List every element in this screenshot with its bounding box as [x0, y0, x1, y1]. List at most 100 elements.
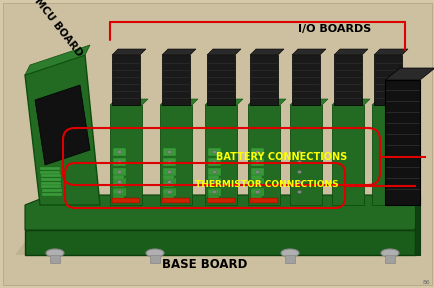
Bar — [334, 189, 345, 194]
Bar — [250, 189, 261, 194]
Ellipse shape — [380, 249, 398, 257]
Bar — [293, 188, 305, 196]
Polygon shape — [207, 55, 234, 105]
Bar — [163, 189, 174, 194]
Bar — [40, 167, 60, 170]
Bar — [384, 255, 394, 263]
Bar — [374, 178, 387, 186]
Bar — [207, 148, 220, 156]
Bar — [150, 255, 160, 263]
Ellipse shape — [378, 190, 383, 194]
Ellipse shape — [167, 160, 171, 164]
Bar — [334, 148, 347, 156]
Bar — [293, 182, 303, 187]
Polygon shape — [204, 99, 243, 105]
Bar — [334, 188, 347, 196]
Text: MCU BOARD: MCU BOARD — [32, 0, 84, 58]
Bar — [333, 198, 361, 203]
Bar — [250, 158, 263, 166]
Ellipse shape — [378, 151, 383, 154]
Bar — [250, 182, 261, 187]
Ellipse shape — [167, 170, 171, 173]
Bar — [250, 178, 263, 186]
Ellipse shape — [255, 190, 259, 194]
Bar — [374, 189, 385, 194]
Bar — [163, 178, 176, 186]
Polygon shape — [25, 230, 414, 255]
Text: BASE BOARD: BASE BOARD — [162, 259, 247, 272]
Ellipse shape — [212, 190, 216, 194]
Ellipse shape — [378, 160, 383, 164]
Bar — [250, 175, 261, 180]
Bar — [163, 158, 176, 166]
Bar — [374, 188, 387, 196]
Polygon shape — [25, 55, 100, 205]
Ellipse shape — [212, 170, 216, 173]
Polygon shape — [247, 99, 285, 105]
Bar — [163, 196, 174, 201]
Polygon shape — [110, 99, 148, 105]
Ellipse shape — [378, 181, 383, 183]
Polygon shape — [112, 55, 140, 105]
Ellipse shape — [212, 181, 216, 183]
Ellipse shape — [280, 249, 298, 257]
Bar — [334, 168, 347, 176]
Ellipse shape — [46, 249, 64, 257]
Text: THERMISTOR CONNECTIONS: THERMISTOR CONNECTIONS — [194, 181, 338, 190]
Bar — [41, 178, 61, 181]
Ellipse shape — [117, 160, 121, 164]
Bar — [41, 185, 61, 189]
Bar — [163, 175, 174, 180]
Bar — [293, 168, 305, 176]
Ellipse shape — [167, 190, 171, 194]
Polygon shape — [160, 99, 197, 105]
Polygon shape — [25, 195, 419, 230]
Bar — [293, 175, 303, 180]
Polygon shape — [161, 55, 190, 105]
Ellipse shape — [117, 170, 121, 173]
Ellipse shape — [297, 181, 301, 183]
Ellipse shape — [378, 170, 383, 173]
Ellipse shape — [297, 170, 301, 173]
Bar — [42, 193, 62, 196]
Polygon shape — [204, 105, 237, 205]
Bar — [113, 168, 126, 176]
Bar — [207, 189, 218, 194]
Ellipse shape — [255, 151, 259, 154]
Polygon shape — [331, 99, 369, 105]
Bar — [113, 189, 124, 194]
Bar — [207, 196, 218, 201]
Bar — [374, 148, 387, 156]
Bar — [291, 198, 319, 203]
Polygon shape — [247, 105, 279, 205]
Polygon shape — [250, 49, 283, 55]
Bar — [207, 182, 218, 187]
Bar — [113, 175, 124, 180]
Polygon shape — [331, 105, 363, 205]
Bar — [42, 189, 62, 192]
Bar — [113, 182, 124, 187]
Bar — [293, 148, 305, 156]
Bar — [334, 175, 345, 180]
Bar — [293, 158, 305, 166]
Bar — [207, 175, 218, 180]
Ellipse shape — [117, 181, 121, 183]
Polygon shape — [289, 99, 327, 105]
Polygon shape — [414, 195, 419, 255]
Bar — [113, 196, 124, 201]
Polygon shape — [110, 105, 141, 205]
Polygon shape — [161, 49, 196, 55]
Ellipse shape — [255, 160, 259, 164]
Polygon shape — [373, 55, 401, 105]
Polygon shape — [291, 49, 325, 55]
Ellipse shape — [255, 170, 259, 173]
Bar — [293, 196, 303, 201]
Ellipse shape — [339, 181, 343, 183]
Polygon shape — [35, 85, 90, 165]
Polygon shape — [371, 105, 403, 205]
Bar — [161, 198, 190, 203]
Polygon shape — [384, 80, 419, 205]
Bar — [334, 158, 347, 166]
Ellipse shape — [297, 190, 301, 194]
Bar — [374, 175, 385, 180]
